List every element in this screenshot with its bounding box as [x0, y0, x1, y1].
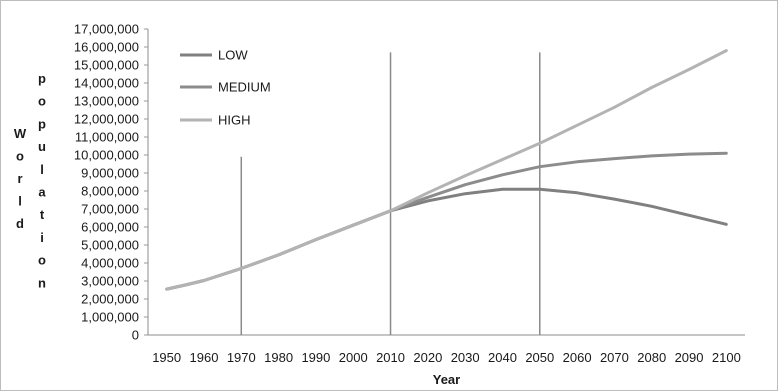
y-title-char: a: [38, 185, 46, 200]
y-title-char: W: [14, 126, 27, 141]
y-title-char: l: [40, 162, 44, 177]
x-tick-label: 2010: [376, 350, 405, 365]
x-tick-label: 1950: [152, 350, 181, 365]
x-tick-label: 1960: [190, 350, 219, 365]
y-tick-label: 0: [132, 328, 139, 343]
y-tick-label: 12,000,000: [74, 112, 139, 127]
y-title-char: o: [38, 253, 46, 268]
y-tick-label: 3,000,000: [81, 274, 139, 289]
vertical-marker-lines: [240, 52, 541, 335]
series-line-high: [165, 49, 728, 291]
x-tick-label: 1970: [227, 350, 256, 365]
x-tick-label: 2060: [563, 350, 592, 365]
x-tick-label: 2070: [600, 350, 629, 365]
x-tick-label: 1990: [301, 350, 330, 365]
series-line-low: [165, 187, 728, 291]
legend: LOW MEDIUM HIGH: [180, 48, 271, 128]
y-tick-label: 13,000,000: [74, 94, 139, 109]
y-tick-label: 1,000,000: [81, 310, 139, 325]
x-axis-title: Year: [433, 372, 460, 387]
legend-label-high: HIGH: [218, 113, 251, 128]
y-tick-label: 4,000,000: [81, 256, 139, 271]
x-axis-ticks: 1950 1960 1970 1980 1990 2000 2010 2020 2030 2040…: [152, 350, 741, 365]
legend-label-low: LOW: [218, 48, 248, 63]
x-tick-label: 2020: [413, 350, 442, 365]
y-axis-ticks: 0 1,000,000 2,000,000 3,000,000 4,000,000 5,0…: [74, 22, 148, 343]
y-tick-label: 11,000,000: [75, 130, 139, 145]
y-title-char: o: [38, 94, 46, 109]
x-tick-label: 2050: [525, 350, 554, 365]
x-tick-label: 2090: [675, 350, 704, 365]
y-tick-label: 17,000,000: [74, 22, 139, 37]
y-tick-label: 7,000,000: [81, 202, 139, 217]
x-tick-label: 2030: [451, 350, 480, 365]
y-title-char: d: [16, 216, 24, 231]
legend-label-medium: MEDIUM: [218, 80, 271, 95]
axes: [147, 29, 745, 336]
y-title-char: p: [38, 116, 46, 131]
y-tick-label: 15,000,000: [74, 58, 139, 73]
x-tick-label: 2080: [637, 350, 666, 365]
y-title-char: n: [38, 275, 46, 290]
y-tick-label: 16,000,000: [74, 40, 139, 55]
y-tick-label: 5,000,000: [81, 238, 139, 253]
x-tick-label: 2000: [339, 350, 368, 365]
y-tick-label: 10,000,000: [74, 148, 139, 163]
x-tick-label: 2040: [488, 350, 517, 365]
y-title-char: u: [38, 139, 46, 154]
y-title-char: o: [16, 149, 24, 164]
y-title-char: t: [40, 207, 45, 222]
y-tick-label: 14,000,000: [74, 76, 139, 91]
y-tick-label: 6,000,000: [81, 220, 139, 235]
series-lines: [165, 49, 728, 291]
series-line-medium: [165, 151, 728, 291]
y-title-char: p: [38, 71, 46, 86]
x-tick-label: 1980: [264, 350, 293, 365]
y-tick-label: 2,000,000: [81, 292, 139, 307]
y-tick-label: 9,000,000: [81, 166, 139, 181]
x-tick-label: 2100: [712, 350, 741, 365]
y-title-char: l: [18, 194, 22, 209]
y-title-char: r: [17, 171, 22, 186]
y-title-char: i: [40, 230, 44, 245]
y-tick-label: 8,000,000: [81, 184, 139, 199]
